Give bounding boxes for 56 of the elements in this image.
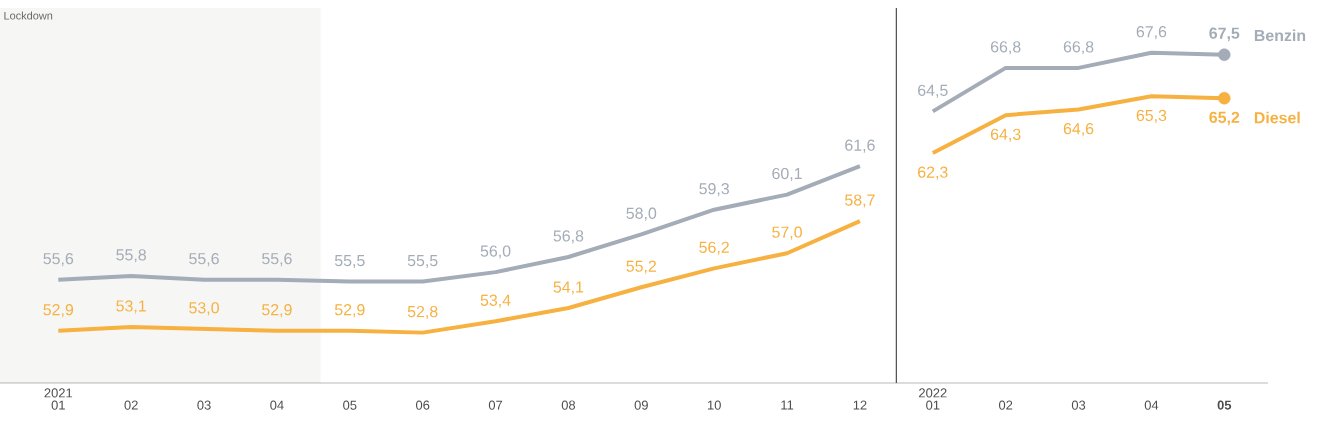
data-label: 55,5 — [334, 255, 365, 269]
x-tick-label: 06 — [415, 400, 430, 410]
data-label: 55,6 — [43, 253, 74, 267]
x-tick-label: 01 — [51, 400, 65, 410]
data-label: 58,7 — [845, 194, 875, 208]
series-label: Benzin — [1254, 29, 1306, 42]
data-label: 55,8 — [116, 249, 146, 263]
data-label: 64,3 — [990, 128, 1021, 142]
data-label: 52,9 — [334, 304, 365, 318]
data-label: 57,0 — [772, 226, 802, 240]
data-label: 61,6 — [845, 139, 875, 153]
data-label: 65,3 — [1136, 109, 1167, 123]
data-label: 53,4 — [480, 294, 511, 308]
x-tick-label: 11 — [781, 400, 794, 410]
text: 2022 — [919, 388, 947, 398]
data-label: 56,0 — [480, 245, 511, 259]
x-tick-label: 05 — [1217, 400, 1232, 410]
x-tick-label: 05 — [343, 400, 357, 410]
text: Lockdown — [4, 11, 53, 20]
data-label: 55,2 — [626, 260, 657, 274]
data-label: 64,5 — [918, 84, 948, 98]
series-label: Diesel — [1254, 111, 1300, 124]
x-tick-label: 02 — [998, 400, 1013, 410]
x-tick-label: 08 — [561, 400, 576, 410]
data-label: 52,9 — [262, 304, 292, 318]
data-label: 56,2 — [699, 241, 729, 255]
data-label: 67,5 — [1209, 27, 1240, 42]
data-label: 64,6 — [1063, 123, 1094, 137]
data-label: 53,1 — [116, 300, 146, 314]
x-tick-label: 09 — [634, 400, 648, 410]
x-tick-label: 07 — [488, 400, 503, 410]
data-label: 66,8 — [1063, 41, 1094, 55]
x-tick-label: 01 — [926, 400, 940, 410]
data-label: 56,8 — [553, 230, 584, 244]
data-label: 55,5 — [407, 255, 438, 269]
data-label: 60,1 — [772, 167, 802, 182]
x-tick-label: 03 — [1071, 400, 1086, 410]
data-label: 65,2 — [1209, 111, 1240, 126]
data-label: 52,9 — [43, 304, 74, 318]
data-label: 67,6 — [1136, 26, 1167, 40]
x-tick-label: 10 — [707, 400, 721, 410]
data-label: 66,8 — [990, 41, 1021, 55]
data-label: 54,1 — [553, 281, 584, 295]
data-label: 53,0 — [189, 302, 219, 316]
x-tick-label: 12 — [853, 400, 867, 410]
data-label: 59,3 — [699, 183, 729, 197]
data-label: 58,0 — [626, 207, 657, 221]
x-tick-label: 03 — [197, 400, 211, 410]
data-label: 62,3 — [918, 166, 948, 180]
x-tick-label: 02 — [124, 400, 138, 410]
text: 2021 — [44, 388, 73, 398]
data-label: 55,6 — [262, 253, 292, 267]
data-label: 55,6 — [189, 253, 219, 267]
data-label: 52,8 — [407, 305, 438, 320]
x-tick-label: 04 — [1144, 400, 1159, 410]
x-tick-label: 04 — [270, 400, 284, 410]
